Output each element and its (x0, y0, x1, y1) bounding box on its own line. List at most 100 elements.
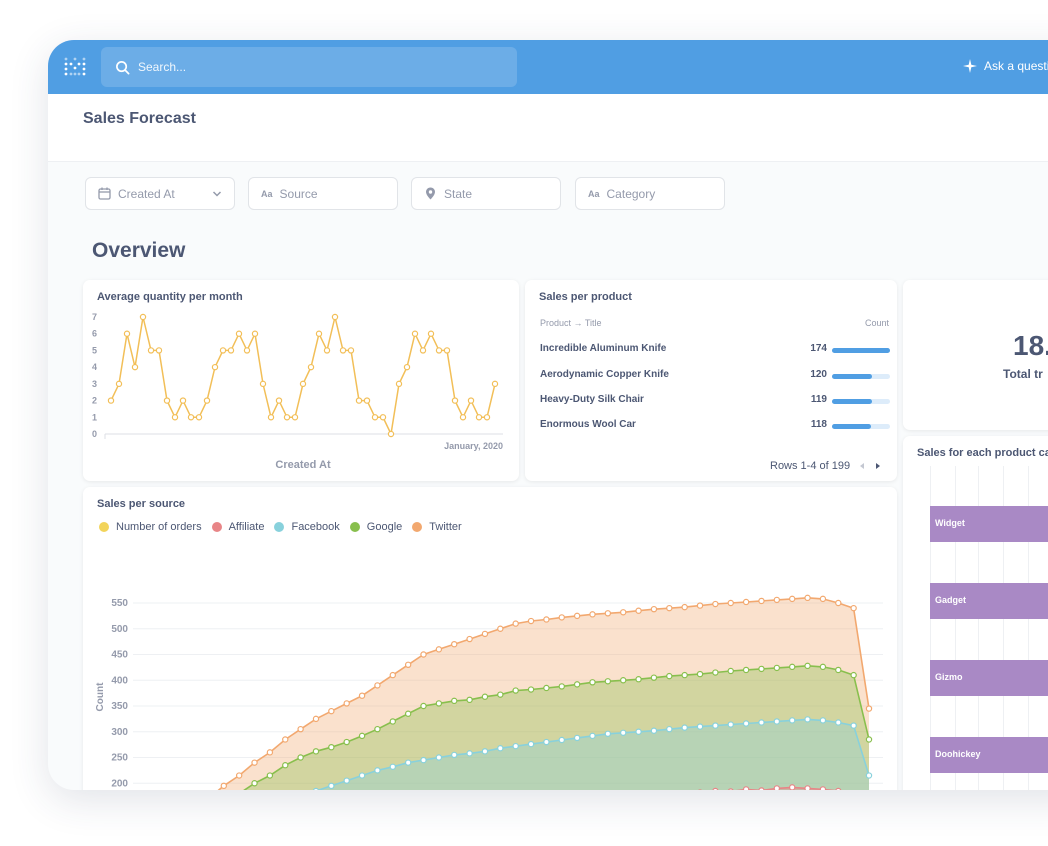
card-sales-per-source[interactable]: Sales per source Number of orders Affili… (83, 487, 897, 790)
data-point[interactable] (558, 683, 565, 690)
filter-state[interactable]: State (411, 177, 561, 210)
data-point[interactable] (850, 671, 857, 679)
data-point[interactable] (666, 604, 673, 612)
data-point[interactable] (379, 414, 387, 421)
data-point[interactable] (497, 691, 504, 698)
data-point[interactable] (339, 347, 347, 354)
filter-created-at[interactable]: Created At (85, 177, 235, 210)
data-point[interactable] (427, 330, 435, 337)
data-point[interactable] (620, 677, 627, 684)
category-bar-doohickey[interactable]: Doohickey (930, 737, 1048, 773)
data-point[interactable] (387, 430, 395, 438)
card-sales-per-category[interactable]: Sales for each product cate Widget Gadge… (903, 436, 1048, 790)
data-point[interactable] (328, 707, 335, 715)
data-point[interactable] (115, 380, 123, 388)
data-point[interactable] (420, 756, 427, 764)
data-point[interactable] (275, 397, 283, 404)
data-point[interactable] (307, 363, 315, 371)
data-point[interactable] (681, 724, 688, 731)
data-point[interactable] (788, 717, 796, 724)
data-point[interactable] (347, 347, 355, 354)
data-point[interactable] (420, 651, 427, 658)
data-point[interactable] (835, 599, 842, 607)
data-point[interactable] (788, 595, 796, 603)
data-point[interactable] (712, 787, 719, 790)
data-point[interactable] (259, 380, 267, 388)
table-row[interactable]: Incredible Aluminum Knife 174 (525, 343, 897, 368)
table-row[interactable]: Aerodynamic Copper Knife 120 (525, 369, 897, 394)
data-point[interactable] (666, 672, 673, 680)
data-point[interactable] (331, 313, 339, 321)
data-point[interactable] (251, 330, 259, 337)
data-point[interactable] (865, 736, 873, 743)
data-point[interactable] (804, 785, 811, 790)
data-point[interactable] (411, 330, 419, 337)
filter-category[interactable]: Aa Category (575, 177, 725, 210)
data-point[interactable] (404, 759, 412, 766)
data-point[interactable] (466, 750, 473, 757)
data-point[interactable] (865, 705, 873, 712)
data-point[interactable] (203, 397, 211, 404)
data-point[interactable] (435, 347, 443, 354)
data-point[interactable] (850, 604, 857, 612)
data-point[interactable] (543, 616, 550, 623)
data-point[interactable] (211, 363, 219, 371)
data-point[interactable] (358, 732, 366, 740)
data-point[interactable] (297, 725, 304, 733)
data-point[interactable] (171, 414, 179, 421)
data-point[interactable] (435, 700, 443, 707)
metabase-logo-icon[interactable] (64, 57, 86, 77)
data-point[interactable] (527, 686, 535, 693)
data-point[interactable] (819, 595, 827, 603)
data-point[interactable] (512, 687, 519, 694)
data-point[interactable] (187, 414, 195, 421)
data-point[interactable] (543, 684, 550, 692)
data-point[interactable] (681, 671, 688, 679)
data-point[interactable] (712, 669, 719, 676)
data-point[interactable] (147, 347, 155, 354)
data-point[interactable] (819, 663, 827, 671)
data-point[interactable] (419, 347, 427, 354)
data-point[interactable] (475, 414, 483, 421)
data-point[interactable] (395, 380, 403, 388)
category-bar-gadget[interactable]: Gadget (930, 583, 1048, 619)
data-point[interactable] (573, 734, 581, 742)
data-point[interactable] (850, 722, 857, 729)
data-point[interactable] (635, 607, 642, 614)
data-point[interactable] (123, 330, 131, 337)
legend-item[interactable]: Facebook (274, 521, 340, 533)
data-point[interactable] (466, 635, 473, 643)
card-total[interactable]: 18. Total tr (903, 280, 1048, 430)
data-point[interactable] (389, 763, 396, 770)
data-point[interactable] (443, 347, 451, 354)
data-point[interactable] (491, 380, 499, 388)
data-point[interactable] (374, 682, 381, 689)
data-point[interactable] (219, 347, 227, 354)
legend-item[interactable]: Affiliate (211, 521, 264, 533)
data-point[interactable] (466, 696, 473, 704)
data-point[interactable] (620, 729, 627, 736)
data-point[interactable] (467, 397, 475, 404)
data-point[interactable] (819, 717, 827, 724)
data-point[interactable] (343, 738, 350, 746)
data-point[interactable] (131, 363, 139, 371)
data-point[interactable] (804, 594, 811, 602)
filter-source[interactable]: Aa Source (248, 177, 398, 210)
data-point[interactable] (404, 710, 412, 717)
data-point[interactable] (235, 772, 243, 779)
data-point[interactable] (558, 614, 565, 621)
data-point[interactable] (107, 397, 115, 404)
data-point[interactable] (758, 787, 765, 790)
data-point[interactable] (773, 596, 781, 604)
data-point[interactable] (835, 666, 842, 674)
data-point[interactable] (312, 748, 320, 755)
data-point[interactable] (727, 667, 734, 675)
data-point[interactable] (291, 414, 299, 421)
data-point[interactable] (696, 602, 704, 609)
data-point[interactable] (451, 397, 459, 404)
ask-question-button[interactable]: Ask a questi (963, 59, 1048, 73)
data-point[interactable] (573, 681, 581, 688)
data-point[interactable] (788, 663, 796, 671)
data-point[interactable] (343, 777, 350, 784)
data-point[interactable] (451, 751, 458, 759)
